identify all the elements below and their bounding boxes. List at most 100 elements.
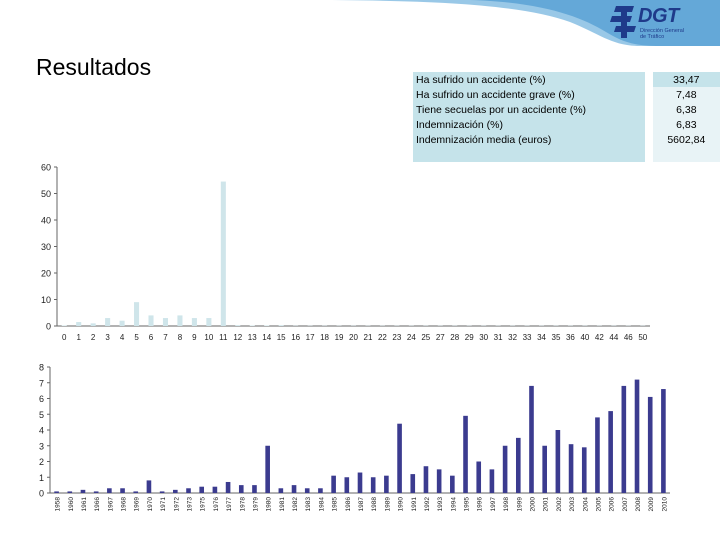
x-tick-label: 18 [320,333,329,342]
x-tick-label: 1979 [252,497,259,512]
bar [146,480,152,493]
x-tick-label: 22 [378,333,387,342]
bar [177,315,183,326]
x-tick-label: 3 [105,333,110,342]
x-tick-label: 32 [508,333,517,342]
x-tick-label: 33 [523,333,532,342]
bar [542,445,547,493]
page-title: Resultados [36,54,152,80]
x-tick-label: 40 [580,333,589,342]
x-tick-label: 35 [552,333,561,342]
x-tick-label: 10 [204,333,213,342]
bar [61,325,67,326]
x-tick-label: 1968 [121,497,128,512]
stat-label: Ha sufrido un accidente grave (%) [413,87,645,102]
bar [621,385,627,493]
x-tick-label: 21 [364,333,373,342]
x-tick-label: 2 [91,333,96,342]
logo-subtitle: Dirección General de Tráfico [640,28,684,40]
x-tick-label: 2006 [609,497,616,512]
bar [502,445,508,493]
x-tick-label: 2000 [529,497,536,512]
x-tick-label: 2003 [569,497,576,512]
bar [291,485,297,493]
bar [220,181,226,326]
x-tick-label: 27 [436,333,445,342]
x-tick-label: 11 [219,333,228,342]
x-tick-label: 5 [134,333,139,342]
bar [212,486,218,493]
x-tick-label: 24 [407,333,416,342]
x-tick-label: 1980 [266,497,273,512]
bar [119,320,125,326]
x-tick-label: 2008 [635,497,642,512]
x-tick-label: 1971 [160,497,167,512]
bar [423,466,429,493]
bar [67,491,73,493]
y-tick-label: 0 [46,322,51,332]
y-tick-label: 5 [39,410,44,420]
bar [93,491,99,493]
x-tick-label: 30 [479,333,488,342]
x-tick-label: 42 [595,333,604,342]
y-tick-label: 60 [41,163,51,173]
bar [529,385,534,493]
bar [278,488,284,493]
x-tick-label: 1998 [503,497,510,512]
x-tick-label: 2010 [661,497,668,512]
y-tick-label: 20 [41,269,51,279]
x-tick-label: 12 [233,333,242,342]
x-tick-label: 1973 [187,497,194,512]
bar [397,423,402,493]
x-tick-label: 1977 [226,497,233,512]
bar [278,325,284,326]
x-tick-label: 1996 [477,497,484,512]
logo-subtitle-line: de Tráfico [640,34,665,40]
bar [384,475,389,493]
x-tick-label: 1958 [55,497,62,512]
y-tick-label: 0 [39,489,44,499]
stat-label: Tiene secuelas por un accidente (%) [413,102,645,117]
x-tick-label: 7 [163,333,168,342]
y-tick-label: 30 [41,242,51,252]
bar [148,315,154,326]
x-tick-label: 13 [248,333,257,342]
stats-row: Indemnización media (euros) 5602,84 [413,132,720,162]
y-tick-label: 1 [39,473,44,483]
x-tick-label: 1997 [490,497,497,512]
x-tick-label: 0 [62,333,67,342]
x-tick-label: 34 [537,333,546,342]
dgt-logo: DGT Dirección General de Tráfico [610,4,710,44]
bar [134,302,140,326]
bar [249,325,255,326]
bar [225,481,231,493]
bar [206,318,212,326]
x-tick-label: 1992 [424,497,431,512]
x-tick-label: 23 [392,333,401,342]
bar [105,318,111,326]
x-tick-label: 1983 [305,497,312,512]
y-tick-label: 7 [39,378,44,388]
bar [515,437,521,493]
stat-label: Indemnización media (euros) [413,132,645,162]
x-tick-label: 14 [262,333,271,342]
x-tick-label: 20 [349,333,358,342]
x-tick-label: 1981 [279,497,286,512]
x-tick-label: 1972 [173,497,180,512]
x-tick-label: 2004 [582,497,589,512]
bar [463,415,468,493]
x-tick-label: 1975 [200,497,207,512]
bar [344,477,350,493]
bar [304,488,310,493]
x-tick-label: 1982 [292,497,299,512]
bar [318,488,323,493]
chart-2: 0 1 2 3 4 5 6 7 8 1958 1960 1961 1966 1967 1968 1969 197… [39,363,670,512]
bar [357,472,363,493]
x-tick-label: 2005 [595,497,602,512]
bar [634,379,640,493]
bar [90,323,96,326]
bar [186,488,191,493]
y-tick-label: 50 [41,189,51,199]
bar [120,488,125,493]
bar [107,488,112,493]
